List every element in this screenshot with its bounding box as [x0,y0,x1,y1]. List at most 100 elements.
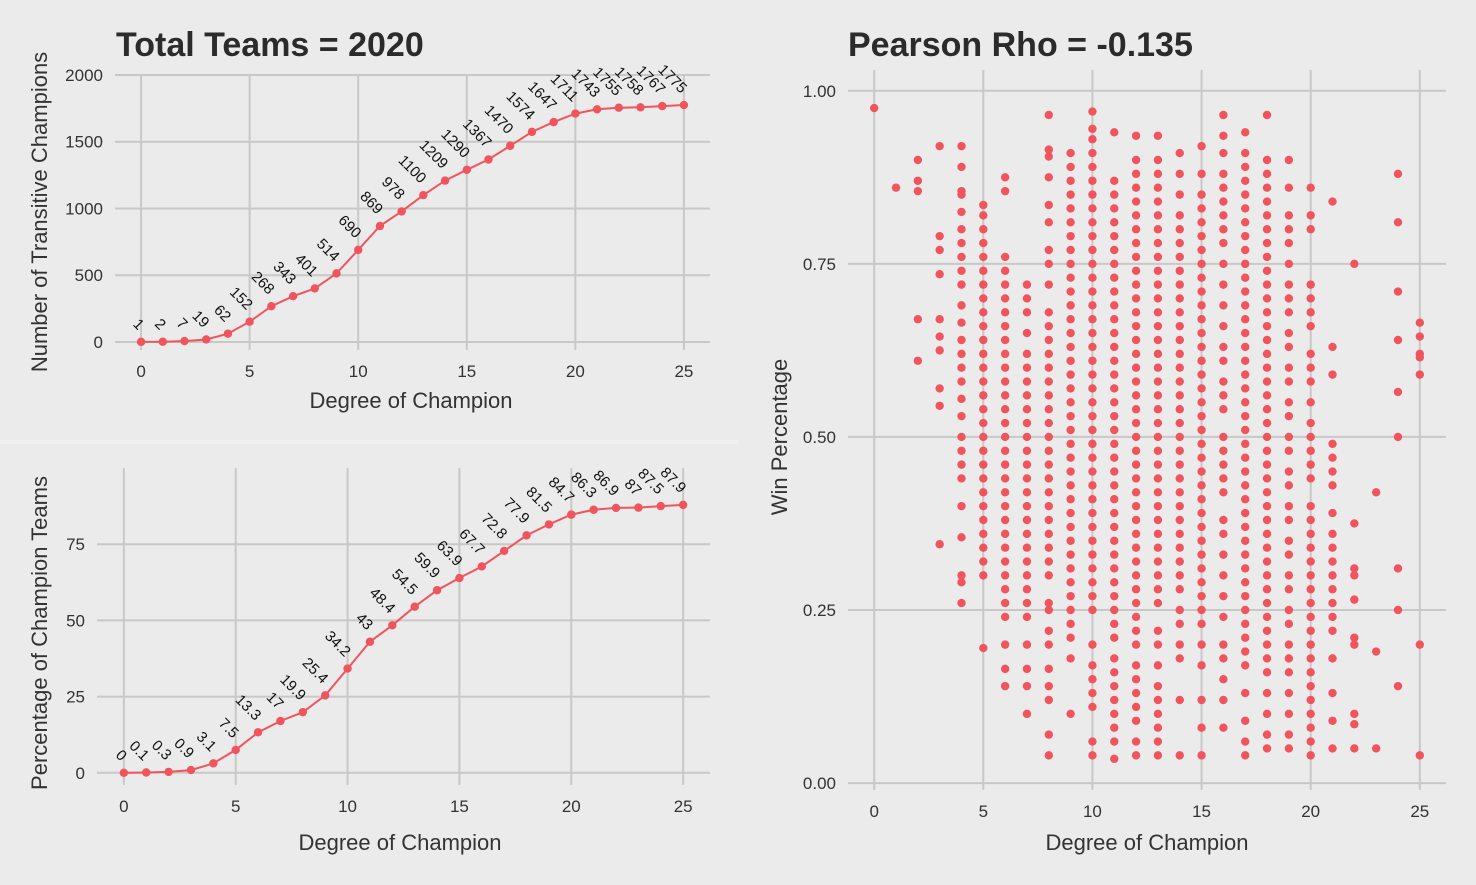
scatter-point [1328,716,1337,725]
scatter-point [1328,467,1337,476]
scatter-point [1175,474,1184,483]
scatter-point [1000,557,1010,566]
scatter-point [1110,536,1119,545]
scatter-point [1000,681,1010,691]
scatter-point [1219,432,1228,442]
scatter-point [1219,183,1228,192]
scatter-point [1000,418,1010,428]
scatter-point [1175,557,1184,566]
scatter-point [1088,315,1097,324]
scatter-point [1393,335,1403,345]
scatter-point [1000,474,1010,483]
scatter-point [1044,664,1053,674]
scatter-point [1175,169,1184,179]
data-point [611,503,621,513]
scatter-point [979,643,988,653]
scatter-point [1153,321,1163,331]
scatter-point [1241,453,1250,462]
scatter-point [1197,245,1206,255]
scatter-point [1284,619,1294,629]
scatter-point [1066,287,1075,296]
scatter-point [1022,418,1032,428]
scatter-point [1241,301,1250,310]
scatter-point [1219,280,1228,289]
scatter-point [1328,654,1337,663]
scatter-point [1328,626,1337,635]
data-point [276,716,285,726]
scatter-point [1110,411,1119,421]
scatter-point [913,356,923,365]
scatter-point [1044,377,1053,386]
scatter-point [979,280,988,289]
scatter-point [1022,709,1032,719]
scatter-point [1022,349,1032,359]
scatter-point [1219,197,1228,206]
grid-lines [115,74,710,350]
scatter-point [1415,353,1425,362]
scatter-point [1306,654,1315,663]
scatter-point [979,349,988,359]
scatter-point [1044,681,1053,691]
scatter-point [1284,259,1294,269]
scatter-point [1066,176,1075,185]
scatter-point [1219,356,1228,365]
scatter-point [1262,363,1272,372]
y-tick-label: 75 [66,535,85,554]
scatter-point [1044,515,1053,525]
scatter-point [1088,702,1097,712]
scatter-point [1088,425,1097,435]
scatter-point [1241,737,1250,746]
scatter-point [1066,342,1075,352]
scatter-point [957,411,966,421]
scatter-point [1044,349,1053,359]
scatter-point [1153,681,1163,691]
scatter-point [1262,349,1272,359]
scatter-point [1219,550,1228,559]
scatter-point [1175,391,1184,400]
scatter-point [1088,370,1097,379]
scatter-point [1262,688,1272,698]
scatter-point [1022,557,1032,566]
data-point [592,105,602,114]
scatter-point [1306,543,1315,552]
scatter-point [1000,186,1010,196]
scatter-point [1110,508,1119,518]
scatter-point [913,186,923,196]
scatter-point [1000,446,1010,455]
scatter-point [913,315,923,324]
scatter-point [1110,754,1119,764]
scatter-point [979,418,988,428]
scatter-point [1066,578,1075,587]
scatter-point [1066,398,1075,407]
scatter-point [1066,245,1075,255]
scatter-point [1306,668,1315,677]
scatter-point [1131,446,1141,455]
scatter-point [1197,751,1206,760]
scatter-point [1000,585,1010,594]
scatter-point [1153,737,1163,746]
scatter-point [1044,626,1053,635]
scatter-point [1153,571,1163,580]
scatter-point [1131,155,1141,165]
scatter-point [957,432,966,442]
scatter-point [1262,280,1272,289]
scatter-point [1262,543,1272,552]
scatter-point [1000,501,1010,511]
scatter-point [1219,110,1228,120]
scatter-point [1241,176,1250,185]
scatter-point [1350,595,1359,604]
scatter-point [1000,321,1010,331]
data-point [119,768,129,778]
scatter-point [1262,183,1272,192]
scatter-point [1219,515,1228,525]
scatter-point [1044,605,1053,615]
scatter-point [1328,481,1337,490]
scatter-point [1393,564,1403,573]
scatter-point [1328,439,1337,449]
scatter-point [1175,432,1184,442]
scatter-point [957,301,966,310]
scatter-point [1328,598,1337,608]
scatter-point [1219,377,1228,386]
scatter-point [1000,460,1010,469]
scatter-point [1044,405,1053,414]
